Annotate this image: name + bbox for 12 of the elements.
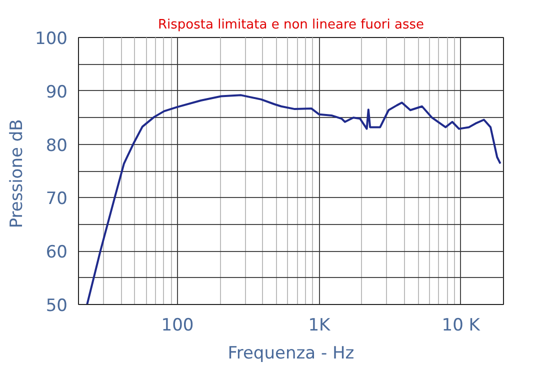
y-tick-label: 60 [46,242,68,263]
y-axis-title: Pressione dB [7,119,28,228]
y-tick-label: 50 [46,296,68,316]
x-axis-title: Frequenza - Hz [228,344,354,364]
chart-title: Risposta limitata e non lineare fuori asse [158,18,424,32]
x-tick-label: 100 [161,316,194,336]
y-tick-label: 100 [35,29,68,49]
y-tick-label: 80 [46,136,68,156]
x-tick-label: 10 K [442,316,481,336]
x-tick-label: 1K [308,316,332,336]
y-tick-label: 70 [46,189,68,210]
y-tick-label: 90 [46,82,68,102]
